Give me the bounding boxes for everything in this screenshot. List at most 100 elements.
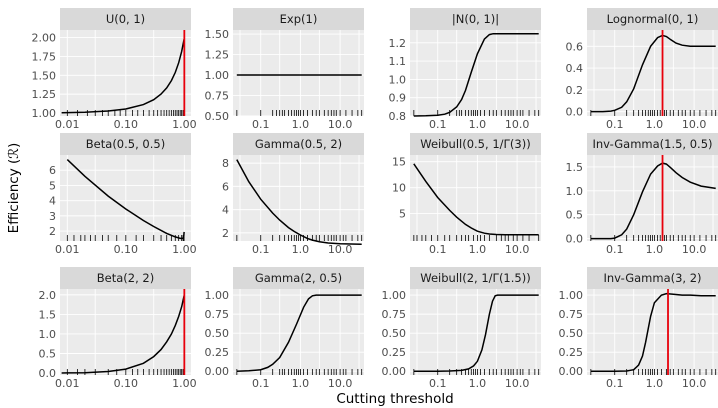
x-tick-label: 10.0 xyxy=(682,118,707,131)
efficiency-curve xyxy=(66,159,185,240)
y-tick-label: 2.0 xyxy=(39,289,57,302)
x-tick-label: 1.0 xyxy=(292,118,310,131)
y-tick-label: 1.0 xyxy=(39,328,57,341)
efficiency-curve xyxy=(236,159,362,246)
x-tick-label: 1.0 xyxy=(469,118,487,131)
panel-3: |N(0, 1)| 0.1 1.0 10.0 0.8 0.9 1.0 1.1 1.2 xyxy=(389,8,541,131)
facet-strip xyxy=(410,267,541,289)
x-axis-title: Cutting threshold xyxy=(336,391,453,407)
facet-strip xyxy=(587,133,718,155)
x-tick-label: 1.00 xyxy=(172,118,197,131)
x-tick-label: 1.0 xyxy=(646,377,664,390)
facet-strip xyxy=(233,8,364,30)
panel-7: Weibull(0.5, 1/Γ(3)) 0.1 1.0 10.0 5 10 15 xyxy=(392,133,541,256)
x-tick-label: 0.1 xyxy=(252,118,270,131)
facet-strip xyxy=(233,133,364,155)
y-tick-label: 1.00 xyxy=(205,69,230,82)
efficiency-curve xyxy=(590,34,716,113)
panel-1: U(0, 1) 0.01 0.10 1.00 1.00 1.25 1.50 1.75 2.00 xyxy=(32,8,197,131)
y-tick-label: 1.25 xyxy=(205,49,230,62)
y-tick-label: 1.75 xyxy=(32,50,57,63)
y-tick-label: 0.2 xyxy=(566,84,584,97)
y-tick-label: 1.00 xyxy=(559,289,584,302)
y-tick-label: 0.00 xyxy=(559,365,584,378)
y-tick-label: 6 xyxy=(49,164,56,177)
y-tick-label: 3 xyxy=(49,210,56,223)
x-tick-label: 10.0 xyxy=(505,377,530,390)
panel-2: Exp(1) 0.1 1.0 10.0 0.50 0.75 1.00 1.25 1.50 xyxy=(205,8,364,131)
efficiency-curve xyxy=(590,292,716,372)
plot-background xyxy=(233,30,364,116)
y-tick-label: 0.4 xyxy=(566,62,584,75)
panel-4: Lognormal(0, 1) 0.1 1.0 10.0 0.0 0.2 0.4 0.6 xyxy=(566,8,718,131)
x-tick-label: 10.0 xyxy=(328,243,353,256)
y-tick-label: 0.25 xyxy=(559,346,584,359)
x-tick-label: 1.0 xyxy=(469,243,487,256)
y-tick-label: 0.9 xyxy=(389,92,407,105)
x-tick-label: 0.1 xyxy=(606,243,624,256)
facet-strip xyxy=(60,133,191,155)
x-tick-label: 10.0 xyxy=(505,243,530,256)
y-tick-label: 0.00 xyxy=(382,365,407,378)
x-tick-label: 0.1 xyxy=(429,118,447,131)
y-tick-label: 2 xyxy=(49,225,56,238)
y-tick-label: 1.2 xyxy=(389,37,407,50)
y-tick-label: 1.50 xyxy=(205,28,230,41)
y-tick-label: 1.5 xyxy=(566,161,584,174)
plot-background xyxy=(410,30,541,116)
x-tick-label: 0.1 xyxy=(429,377,447,390)
x-tick-label: 0.10 xyxy=(114,243,139,256)
y-tick-label: 0.50 xyxy=(205,110,230,123)
x-tick-label: 0.10 xyxy=(114,377,139,390)
y-tick-label: 8 xyxy=(222,157,229,170)
plot-background xyxy=(587,155,718,241)
facet-strip xyxy=(410,8,541,30)
y-tick-label: 2.00 xyxy=(32,32,57,45)
facet-title: Inv-Gamma(1.5, 0.5) xyxy=(592,137,712,151)
facet-strip xyxy=(60,8,191,30)
x-tick-label: 1.0 xyxy=(292,243,310,256)
y-tick-label: 4 xyxy=(49,195,56,208)
y-tick-label: 0.75 xyxy=(205,308,230,321)
panel-6: Gamma(0.5, 2) 0.1 1.0 10.0 2 4 6 8 xyxy=(222,133,364,256)
x-tick-label: 0.1 xyxy=(429,243,447,256)
y-tick-label: 1.0 xyxy=(566,185,584,198)
y-tick-label: 4 xyxy=(222,204,229,217)
y-tick-label: 0.5 xyxy=(566,209,584,222)
facet-title: Gamma(2, 0.5) xyxy=(255,271,342,285)
y-tick-label: 0.0 xyxy=(39,367,57,380)
facet-title: Exp(1) xyxy=(280,12,318,26)
y-tick-label: 5 xyxy=(399,208,406,221)
x-tick-label: 1.00 xyxy=(172,243,197,256)
y-tick-label: 10 xyxy=(392,182,406,195)
y-tick-label: 2 xyxy=(222,227,229,240)
efficiency-curve xyxy=(413,32,539,117)
y-tick-label: 1.1 xyxy=(389,55,407,68)
y-tick-label: 1.00 xyxy=(382,289,407,302)
facet-title: Inv-Gamma(3, 2) xyxy=(603,271,701,285)
facet-strip xyxy=(60,267,191,289)
x-tick-label: 0.10 xyxy=(114,118,139,131)
panel-11: Weibull(2, 1/Γ(1.5)) 0.1 1.0 10.0 0.00 0.25 0.… xyxy=(382,267,541,390)
y-tick-label: 0.00 xyxy=(205,365,230,378)
facet-title: Gamma(0.5, 2) xyxy=(255,137,342,151)
facet-title: Beta(2, 2) xyxy=(97,271,154,285)
facet-strip xyxy=(587,8,718,30)
x-tick-label: 10.0 xyxy=(682,377,707,390)
facet-title: |N(0, 1)| xyxy=(452,12,499,26)
x-tick-label: 0.1 xyxy=(252,243,270,256)
facet-title: Weibull(0.5, 1/Γ(3)) xyxy=(420,137,530,151)
y-tick-label: 0.25 xyxy=(382,346,407,359)
x-tick-label: 1.00 xyxy=(172,377,197,390)
x-tick-label: 10.0 xyxy=(328,118,353,131)
panel-12: Inv-Gamma(3, 2) 0.1 1.0 10.0 0.00 0.25 0.50 0.7… xyxy=(559,267,718,390)
y-tick-label: 0.75 xyxy=(559,308,584,321)
y-tick-label: 5 xyxy=(49,179,56,192)
x-tick-label: 0.01 xyxy=(55,243,80,256)
y-tick-label: 0.25 xyxy=(205,346,230,359)
panel-5: Beta(0.5, 0.5) 0.01 0.10 1.00 2 3 4 5 6 xyxy=(49,133,197,256)
plot-background xyxy=(233,155,364,241)
panels-grid: U(0, 1)0.01 0.10 1.001.001.251.501.752.00E… xyxy=(32,8,718,390)
y-tick-label: 1.0 xyxy=(389,73,407,86)
